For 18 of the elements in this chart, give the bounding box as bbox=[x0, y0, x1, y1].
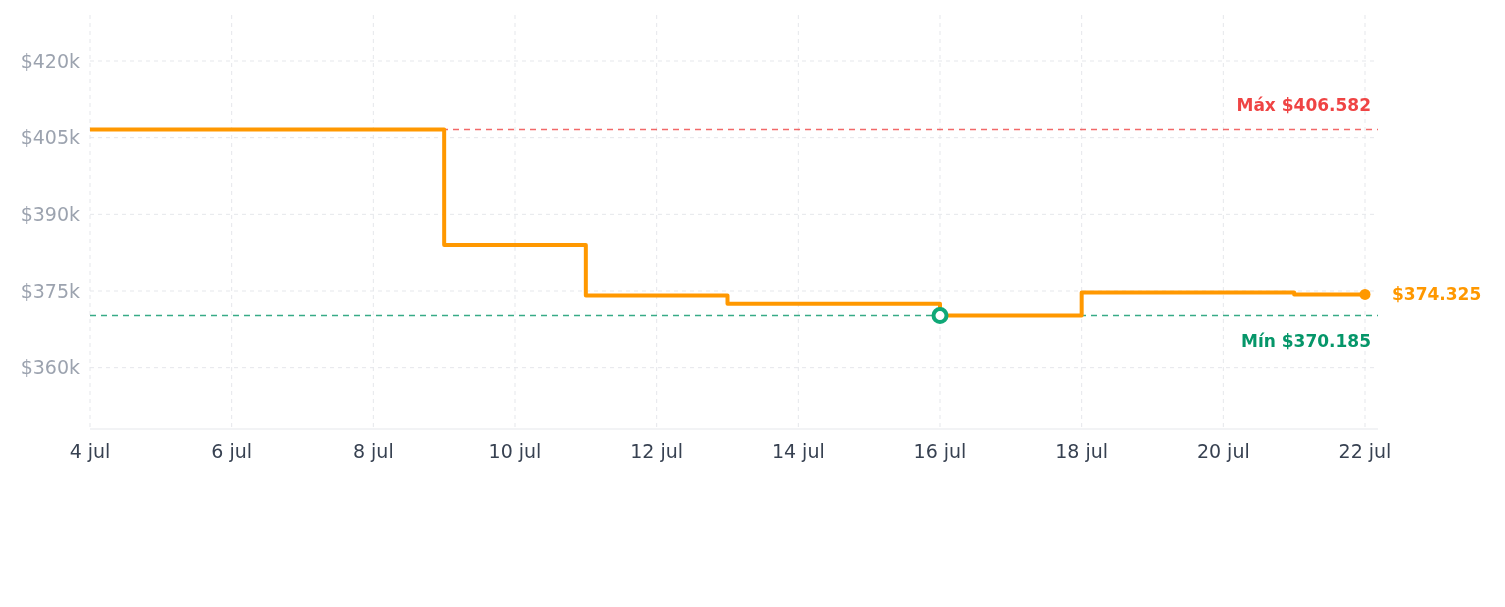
x-tick-label: 16 jul bbox=[913, 440, 967, 462]
x-tick-label: 22 jul bbox=[1338, 440, 1392, 462]
annotation: $374.325 bbox=[1392, 284, 1482, 305]
x-tick-label: 18 jul bbox=[1055, 440, 1109, 462]
x-tick-label: 4 jul bbox=[69, 440, 111, 462]
y-tick-label: $360k bbox=[20, 356, 80, 379]
y-tick-label: $405k bbox=[20, 126, 80, 149]
y-tick-label: $420k bbox=[20, 49, 80, 72]
x-tick-label: 20 jul bbox=[1196, 440, 1250, 462]
ref-line-label: Máx $406.582 bbox=[1236, 94, 1371, 115]
x-tick-label: 8 jul bbox=[352, 440, 394, 462]
x-tick-label: 12 jul bbox=[630, 440, 684, 462]
x-tick-label: 6 jul bbox=[211, 440, 253, 462]
y-tick-label: $375k bbox=[20, 279, 80, 302]
ref-line-label: Mín $370.185 bbox=[1240, 330, 1371, 351]
y-tick-label: $390k bbox=[20, 202, 80, 225]
x-tick-label: 14 jul bbox=[771, 440, 825, 462]
x-tick-label: 10 jul bbox=[488, 440, 542, 462]
